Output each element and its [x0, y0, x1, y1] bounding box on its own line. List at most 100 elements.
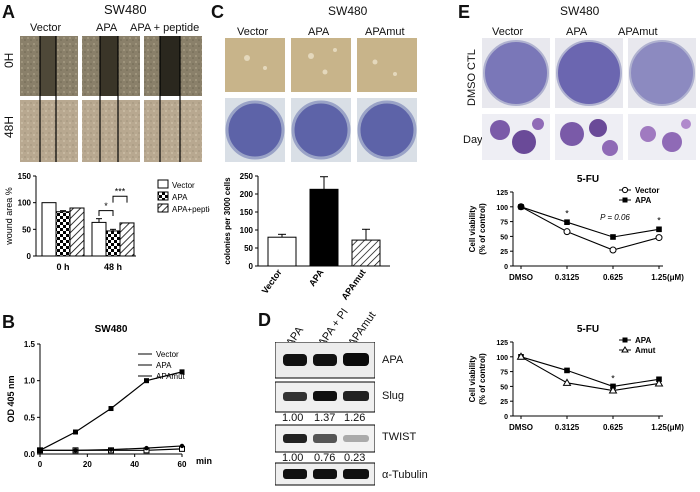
y-axis-label: colonies per 3000 cells — [223, 177, 232, 265]
legend-swatch — [157, 191, 169, 201]
wound-0h-row — [20, 36, 202, 96]
panel-a-col-vector: Vector — [30, 22, 62, 34]
legend-marker — [622, 337, 628, 343]
legend-label: APA — [172, 193, 188, 202]
chart-title: SW480 — [95, 324, 128, 335]
bar — [309, 188, 339, 267]
legend-label: Vector — [156, 350, 179, 359]
chart-title: 5-FU — [577, 324, 599, 335]
twist-value-2: 0.76 — [314, 452, 336, 464]
legend-swatch — [157, 203, 169, 213]
data-point — [144, 445, 149, 451]
band-label-twist: TWIST — [382, 431, 417, 443]
y-tick-label: 50 — [22, 225, 31, 234]
x-tick-label: Vector — [260, 267, 284, 296]
y-axis-label-2: (% of control) — [478, 353, 487, 405]
y-tick-label: 150 — [18, 172, 32, 181]
y-tick-label: 125 — [496, 340, 508, 347]
legend-label: Vector — [172, 181, 195, 190]
data-point — [564, 219, 570, 225]
data-point — [609, 246, 617, 254]
y-tick-label: 50 — [244, 244, 253, 253]
legend-swatch — [157, 179, 169, 189]
y-axis-label: wound area % — [4, 187, 14, 246]
data-point — [654, 378, 664, 387]
legend-marker — [621, 346, 629, 353]
x-unit-label: (μM) — [667, 273, 684, 282]
y-tick-label: 100 — [496, 355, 508, 362]
panel-d-label: D — [258, 310, 271, 330]
data-point — [563, 228, 571, 236]
legend-marker — [622, 197, 628, 203]
data-point — [179, 369, 185, 375]
data-point — [610, 234, 616, 240]
data-point — [179, 443, 185, 449]
panel-c-col-apamut: APAmut — [365, 26, 405, 38]
agar-wells — [225, 98, 417, 162]
y-tick-label: 75 — [500, 370, 508, 377]
data-point — [144, 378, 149, 384]
chart-title: 5-FU — [577, 174, 599, 185]
y-tick-label: 50 — [500, 234, 508, 241]
panel-c-col-vector: Vector — [237, 26, 269, 38]
bar — [69, 207, 85, 257]
slug-value-2: 1.37 — [314, 412, 336, 424]
data-point — [73, 448, 78, 453]
y-tick-label: 100 — [240, 226, 254, 235]
x-tick-label: 0.3125 — [555, 273, 580, 282]
od405-line-chart: SW480 0.0 0.5 1.0 1.5 0 20 40 60 min OD 405 nm Vect… — [6, 324, 212, 469]
bar — [119, 222, 135, 257]
data-point — [37, 448, 43, 453]
bar — [91, 221, 107, 257]
panel-e-col-apamut: APAmut — [618, 26, 658, 38]
slug-value-3: 1.26 — [344, 412, 366, 424]
sig-star: * — [611, 374, 615, 384]
x-tick-label: 1.25 — [651, 423, 667, 432]
y-tick-label: 0 — [504, 264, 508, 271]
x-tick-label: 0.625 — [603, 423, 624, 432]
y-tick-label: 125 — [496, 190, 508, 197]
x-tick-label: 48 h — [104, 262, 122, 272]
x-tick-label: APAmut — [339, 267, 367, 301]
sig-bracket — [98, 210, 114, 216]
data-point — [73, 429, 78, 435]
y-tick-label: 100 — [18, 199, 32, 208]
panel-a-row-0h: 0H — [2, 52, 16, 68]
sig-star: * — [565, 208, 569, 218]
series-line — [520, 356, 660, 387]
panel-e-title: SW480 — [560, 4, 600, 18]
panel-a-title: SW480 — [104, 2, 147, 17]
y-tick-label: 0 — [504, 414, 508, 421]
y-tick-label: 250 — [240, 172, 254, 181]
x-tick-label: 0 h — [56, 262, 69, 272]
x-tick-label: 60 — [178, 460, 187, 469]
sig-bracket — [112, 195, 128, 203]
slug-value-1: 1.00 — [282, 412, 304, 424]
panel-e-row-dmso: DMSO CTL — [466, 49, 478, 106]
panel-e-label: E — [458, 2, 471, 22]
series-line — [39, 371, 183, 451]
x-tick-label: 20 — [83, 460, 92, 469]
panel-a-col-apa-peptide: APA + peptide — [130, 22, 200, 34]
data-point — [562, 378, 572, 386]
panel-e-col-apa: APA — [566, 26, 588, 38]
data-point — [564, 367, 570, 374]
x-tick-label: DMSO — [509, 273, 533, 282]
series-line — [520, 206, 660, 251]
y-tick-label: 0.0 — [24, 450, 36, 459]
y-tick-label: 1.0 — [24, 377, 36, 386]
agar-micrographs — [225, 38, 417, 92]
x-unit-label: (μM) — [667, 423, 684, 432]
panel-c-col-apa: APA — [308, 26, 330, 38]
legend-marker — [621, 186, 629, 194]
data-point — [516, 352, 526, 360]
legend-label: APAmut — [156, 372, 186, 381]
y-tick-label: 1.5 — [24, 340, 36, 349]
series-line — [520, 206, 660, 238]
y-axis-label: OD 405 nm — [6, 375, 16, 422]
y-axis-label: Cell viability — [468, 205, 477, 252]
y-tick-label: 0 — [27, 252, 32, 261]
band-label-tubulin: α-Tubulin — [382, 469, 428, 481]
y-axis-label: Cell viability — [468, 355, 477, 402]
